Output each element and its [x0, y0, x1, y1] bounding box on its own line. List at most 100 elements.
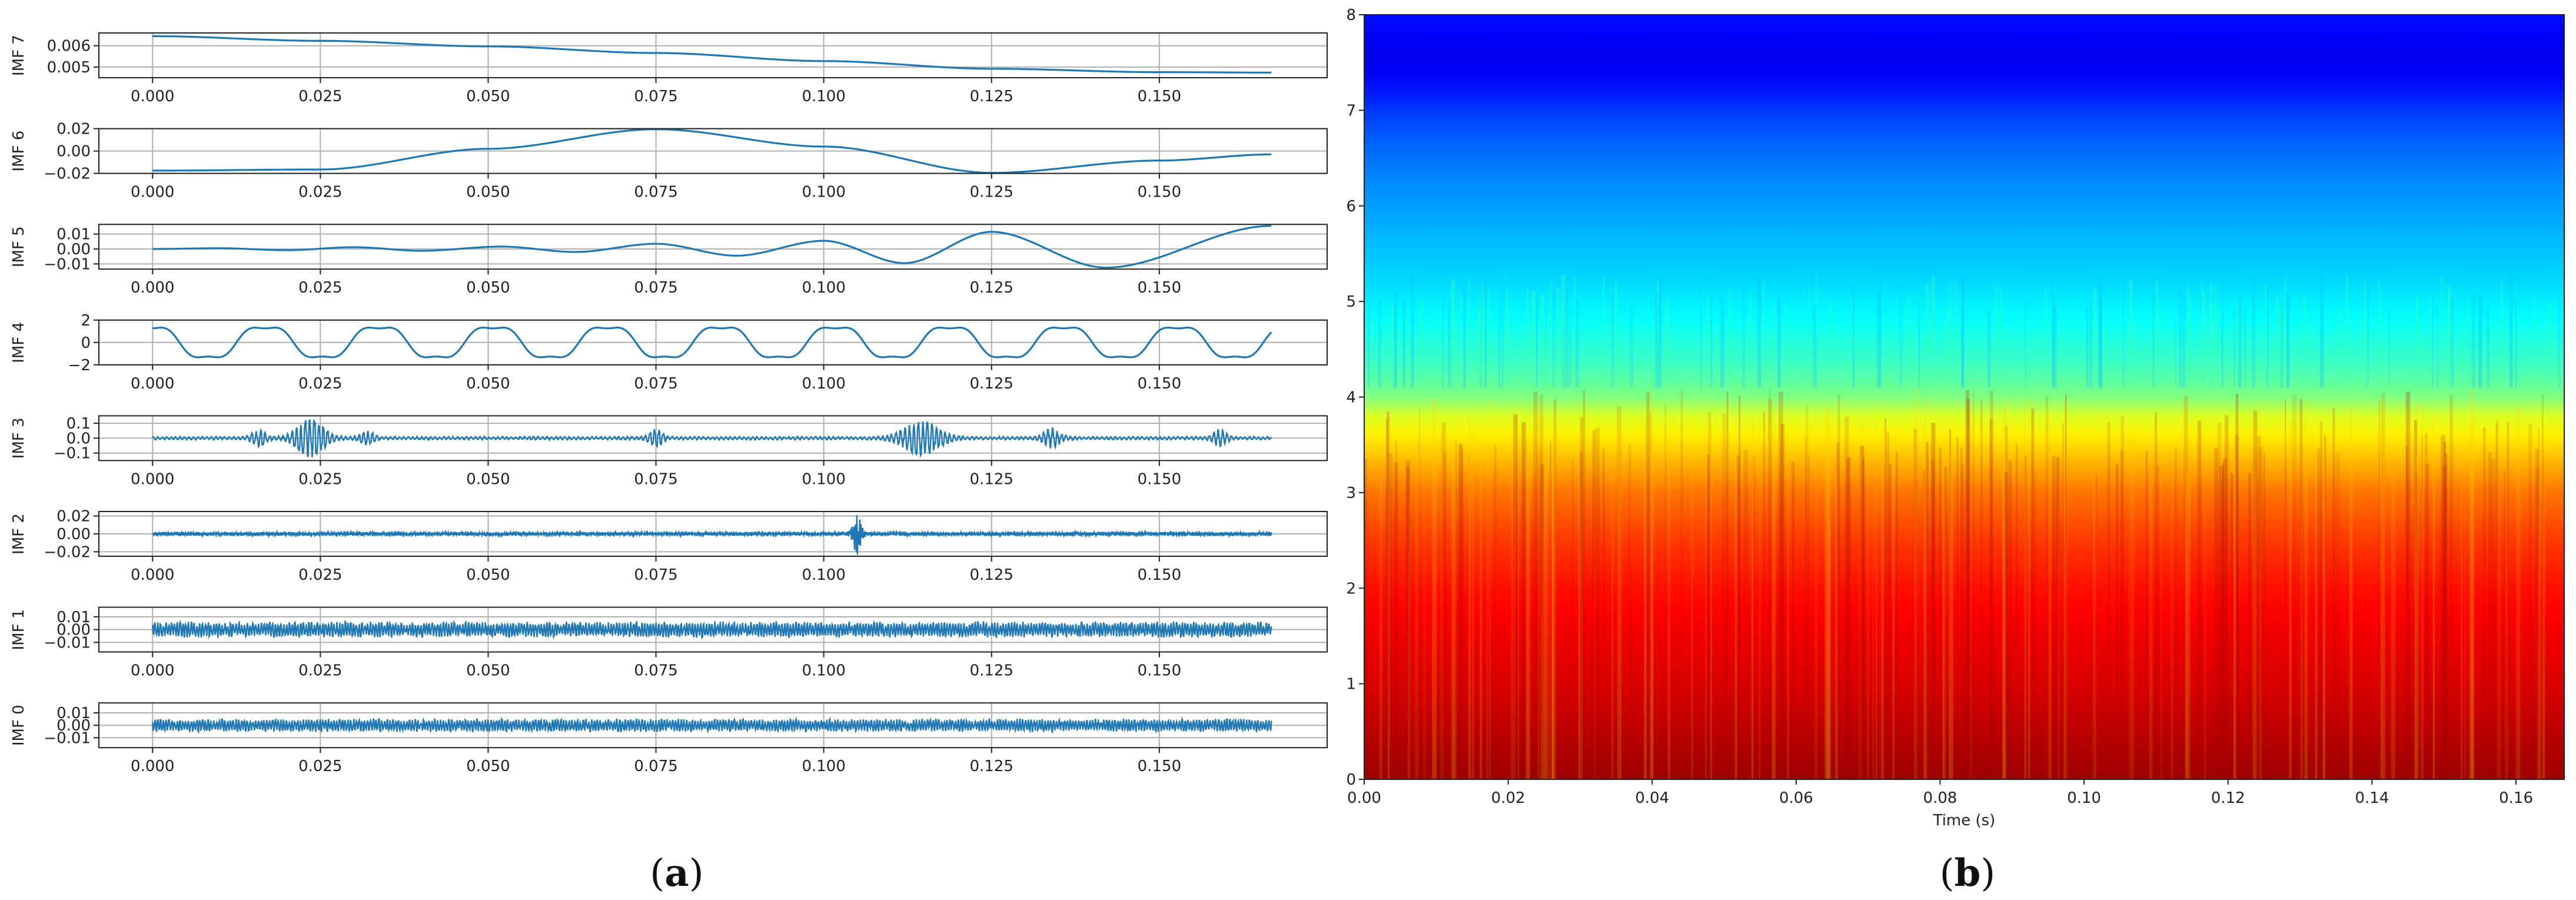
y-tick-label: 7 — [1346, 102, 1356, 119]
y-tick-label: −0.02 — [44, 165, 91, 183]
x-tick-label: 0.075 — [634, 470, 677, 488]
x-tick-label: 0.12 — [2211, 789, 2245, 807]
x-tick-label: 0.025 — [298, 375, 342, 393]
x-tick-label: 0.125 — [970, 758, 1013, 775]
caption-a-letter: a — [664, 851, 689, 895]
y-tick-label: 5 — [1346, 293, 1356, 311]
x-tick-label: 0.050 — [466, 566, 510, 584]
caption-a: (a) — [650, 851, 703, 895]
caption-b: (b) — [1940, 851, 1996, 895]
x-tick-label: 0.00 — [1347, 789, 1381, 807]
x-tick-label: 0.02 — [1491, 789, 1525, 807]
x-tick-label: 0.150 — [1138, 88, 1181, 105]
x-tick-label: 0.150 — [1138, 375, 1181, 393]
imf-row-0: 0.006 0.005 0.000 0.025 0.050 0.075 0.100 0.125… — [10, 32, 1328, 105]
x-tick-label: 0.150 — [1138, 470, 1181, 488]
x-tick-label: 0.10 — [2067, 789, 2101, 807]
x-tick-label: 0.150 — [1138, 662, 1181, 680]
y-tick-label: −0.01 — [44, 634, 91, 652]
x-tick-label: 0.000 — [131, 375, 174, 393]
x-tick-label: 0.100 — [802, 566, 845, 584]
imf-row-3: 2 0 −2 0.000 0.025 0.050 0.075 0.100 0.125 0.150 I… — [10, 312, 1328, 393]
x-tick-label: 0.025 — [298, 470, 342, 488]
imf-ylabel: IMF 6 — [10, 131, 28, 172]
y-tick-label: 0.00 — [56, 241, 91, 258]
x-tick-label: 0.075 — [634, 279, 677, 297]
y-tick-label: 0.02 — [56, 121, 91, 138]
imf-ylabel: IMF 0 — [10, 705, 28, 746]
imf-ylabel: IMF 5 — [10, 226, 28, 267]
x-tick-label: 0.150 — [1138, 758, 1181, 775]
x-tick-label: 0.075 — [634, 88, 677, 105]
x-tick-label: 0.025 — [298, 662, 342, 680]
y-tick-label: −0.02 — [44, 543, 91, 561]
spectrogram-texture — [1364, 273, 2561, 779]
caption-b-letter: b — [1955, 851, 1981, 895]
y-tick-label: 6 — [1346, 198, 1356, 215]
y-tick-label: 3 — [1346, 484, 1356, 502]
x-tick-label: 0.050 — [466, 279, 510, 297]
x-tick-label: 0.16 — [2499, 789, 2533, 807]
x-tick-label: 0.125 — [970, 184, 1013, 201]
imf-series-line — [152, 716, 1272, 734]
x-tick-label: 0.025 — [298, 88, 342, 105]
y-tick-label: 0.00 — [56, 717, 91, 735]
x-tick-label: 0.125 — [970, 375, 1013, 393]
y-tick-label: 2 — [81, 312, 91, 330]
y-tick-label: −2 — [68, 357, 91, 374]
x-tick-label: 0.125 — [970, 279, 1013, 297]
x-axis-label: Time (s) — [1933, 812, 1996, 829]
y-tick-label: 0.00 — [56, 143, 91, 161]
x-tick-label: 0.150 — [1138, 279, 1181, 297]
imf-ylabel: IMF 1 — [10, 609, 28, 650]
x-tick-label: 0.06 — [1779, 789, 1813, 807]
x-tick-label: 0.04 — [1635, 789, 1669, 807]
spectrogram-panel: 0 1 2 3 4 5 6 7 8 0.00 0.02 0.04 0.06 0.08 0.10 0.12 0.1… — [1346, 6, 2565, 829]
x-tick-label: 0.100 — [802, 662, 845, 680]
x-tick-label: 0.050 — [466, 88, 510, 105]
x-tick-label: 0.050 — [466, 758, 510, 775]
y-tick-label: 0 — [1346, 771, 1356, 789]
x-tick-label: 0.125 — [970, 662, 1013, 680]
axes-frame — [98, 224, 1328, 270]
y-tick-label: 4 — [1346, 389, 1356, 407]
x-tick-label: 0.14 — [2355, 789, 2389, 807]
x-tick-label: 0.075 — [634, 566, 677, 584]
x-tick-label: 0.000 — [131, 662, 174, 680]
y-tick-label: 0.00 — [56, 526, 91, 543]
x-tick-label: 0.050 — [466, 470, 510, 488]
x-tick-label: 0.125 — [970, 470, 1013, 488]
imf-row-1: 0.02 0.00 −0.02 0.000 0.025 0.050 0.075 0.100 0.… — [10, 121, 1328, 201]
y-tick-label: 2 — [1346, 580, 1356, 597]
imf-series-line — [152, 515, 1272, 555]
x-tick-label: 0.025 — [298, 758, 342, 775]
imf-ylabel: IMF 2 — [10, 513, 28, 554]
y-tick-label: 0 — [81, 334, 91, 352]
x-tick-label: 0.100 — [802, 758, 845, 775]
y-tick-label: 0.1 — [67, 415, 91, 433]
x-tick-label: 0.100 — [802, 470, 845, 488]
imf-ylabel: IMF 3 — [10, 417, 28, 459]
x-tick-label: 0.100 — [802, 184, 845, 201]
y-tick-label: −0.01 — [44, 255, 91, 273]
imf-series-line — [152, 326, 1272, 358]
x-tick-label: 0.075 — [634, 662, 677, 680]
axes-frame — [98, 606, 1328, 653]
y-tick-label: 0.006 — [47, 38, 91, 55]
x-tick-label: 0.000 — [131, 758, 174, 775]
y-tick-label: 0.005 — [47, 59, 91, 77]
x-tick-label: 0.075 — [634, 184, 677, 201]
y-tick-label: 8 — [1346, 6, 1356, 24]
y-tick-label: 0.01 — [56, 226, 91, 244]
y-tick-label: 0.00 — [56, 622, 91, 639]
axes-frame — [98, 702, 1328, 749]
x-tick-label: 0.000 — [131, 279, 174, 297]
imf-series-line — [152, 419, 1272, 459]
imf-series-line — [152, 619, 1272, 640]
x-tick-label: 0.000 — [131, 88, 174, 105]
imf-series-line — [152, 128, 1272, 174]
x-tick-label: 0.050 — [466, 662, 510, 680]
y-tick-label: 1 — [1346, 676, 1356, 693]
